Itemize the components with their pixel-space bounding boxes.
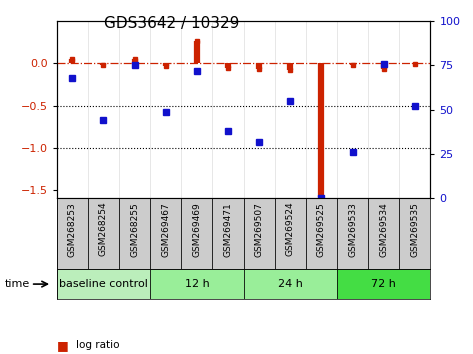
- Text: 24 h: 24 h: [278, 279, 303, 289]
- Text: GSM268254: GSM268254: [99, 202, 108, 256]
- Bar: [244, 269, 337, 299]
- Text: GSM269524: GSM269524: [286, 202, 295, 256]
- Text: GSM268253: GSM268253: [68, 202, 77, 257]
- Bar: [337, 198, 368, 269]
- Text: GSM269534: GSM269534: [379, 202, 388, 257]
- Text: 72 h: 72 h: [371, 279, 396, 289]
- Text: GSM269533: GSM269533: [348, 202, 357, 257]
- Text: GSM269469: GSM269469: [193, 202, 201, 257]
- Text: GSM268255: GSM268255: [130, 202, 139, 257]
- Bar: [368, 198, 399, 269]
- Bar: [306, 198, 337, 269]
- Bar: [119, 198, 150, 269]
- Bar: [181, 198, 212, 269]
- Text: 12 h: 12 h: [184, 279, 209, 289]
- Bar: [244, 198, 275, 269]
- Bar: [337, 269, 430, 299]
- Text: log ratio: log ratio: [76, 340, 119, 350]
- Bar: [88, 198, 119, 269]
- Text: baseline control: baseline control: [59, 279, 148, 289]
- Bar: [275, 198, 306, 269]
- Text: GSM269507: GSM269507: [254, 202, 263, 257]
- Bar: [150, 269, 244, 299]
- Text: ■: ■: [57, 339, 69, 352]
- Text: GSM269525: GSM269525: [317, 202, 326, 257]
- Text: GSM269471: GSM269471: [224, 202, 233, 257]
- Text: GDS3642 / 10329: GDS3642 / 10329: [104, 16, 239, 31]
- Bar: [150, 198, 181, 269]
- Text: GSM269467: GSM269467: [161, 202, 170, 257]
- Text: time: time: [5, 279, 30, 289]
- Bar: [57, 269, 150, 299]
- Text: GSM269535: GSM269535: [411, 202, 420, 257]
- Bar: [57, 198, 88, 269]
- Bar: [399, 198, 430, 269]
- Bar: [212, 198, 244, 269]
